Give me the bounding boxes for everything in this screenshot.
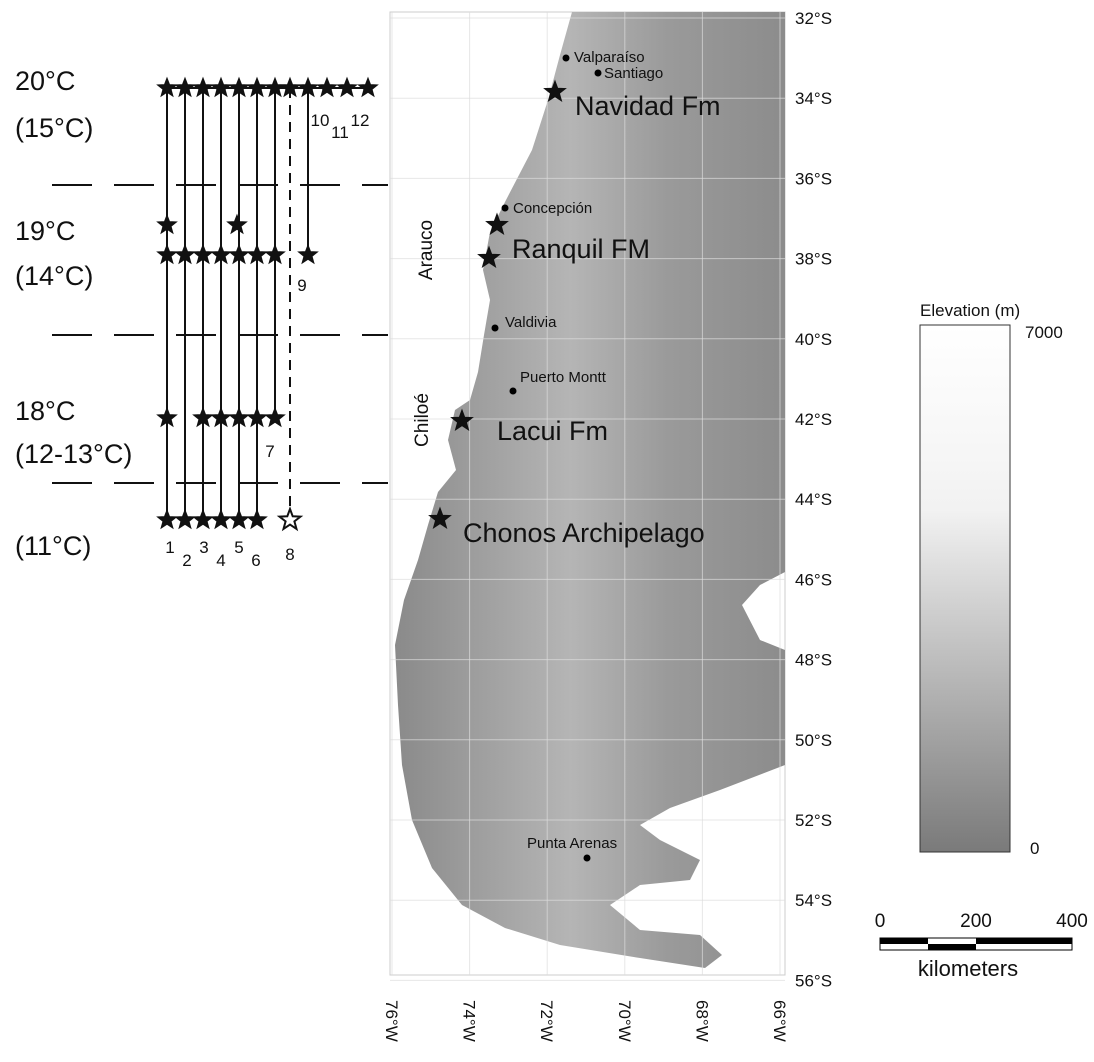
lon-label: 74°W [460, 1000, 479, 1042]
lat-label: 42°S [795, 410, 832, 429]
row-range: (11°C) [15, 531, 91, 561]
lon-label: 70°W [615, 1000, 634, 1042]
lon-label: 68°W [692, 1000, 711, 1042]
lat-label: 38°S [795, 250, 832, 269]
lon-label: 72°W [537, 1000, 556, 1042]
lon-label: 76°W [382, 1000, 401, 1042]
formation-label: Navidad Fm [575, 91, 721, 121]
column-number: 9 [297, 276, 306, 295]
lat-label: 46°S [795, 570, 832, 589]
place-dot [584, 855, 591, 862]
formation-label: Chonos Archipelago [463, 518, 705, 548]
place-dot [595, 70, 602, 77]
star [299, 245, 318, 263]
row-temp: 19°C [15, 216, 75, 246]
place-dot [502, 205, 509, 212]
star [248, 510, 267, 528]
place-label: Valdivia [505, 314, 557, 331]
place-dot [492, 325, 499, 332]
row-temp: 18°C [15, 396, 75, 426]
lat-label: 36°S [795, 169, 832, 188]
column-number: 2 [182, 551, 191, 570]
lat-label: 32°S [795, 9, 832, 28]
scale-tick: 0 [875, 911, 886, 932]
column-number: 3 [199, 538, 208, 557]
star [266, 408, 285, 426]
column-number: 11 [331, 123, 349, 142]
scale-tick: 200 [960, 911, 992, 932]
region-label: Chiloé [412, 393, 433, 447]
place-label: Punta Arenas [527, 835, 617, 852]
column-number: 6 [251, 551, 260, 570]
column-number: 12 [351, 111, 370, 130]
place-label: Valparaíso [574, 49, 645, 66]
star [338, 78, 357, 96]
scale-seg [928, 944, 976, 950]
legend-min: 0 [1030, 839, 1039, 858]
row-range: (12-13°C) [15, 439, 132, 469]
row-range: (15°C) [15, 113, 93, 143]
column-number: 10 [311, 111, 330, 130]
formation-label: Lacui Fm [497, 416, 608, 446]
star [228, 215, 247, 233]
region-label: Arauco [416, 220, 437, 280]
star [212, 510, 231, 528]
formation-label: Ranquil FM [512, 234, 650, 264]
lat-label: 52°S [795, 811, 832, 830]
column-number: 8 [285, 545, 294, 564]
place-dot [563, 55, 570, 62]
star [359, 78, 378, 96]
column-number: 4 [216, 551, 225, 570]
scale-seg [976, 938, 1072, 944]
lat-label: 56°S [795, 971, 832, 990]
lat-label: 50°S [795, 731, 832, 750]
place-label: Santiago [604, 65, 663, 82]
scale-seg [880, 938, 928, 944]
lat-label: 54°S [795, 891, 832, 910]
column-number: 7 [265, 442, 274, 461]
scale-unit: kilometers [918, 956, 1018, 981]
elevation-bar [920, 325, 1010, 852]
lat-label: 40°S [795, 330, 832, 349]
row-range: (14°C) [15, 261, 93, 291]
column-number: 1 [165, 538, 174, 557]
star [158, 510, 177, 528]
star [230, 510, 249, 528]
lat-label: 48°S [795, 651, 832, 670]
lat-label: 44°S [795, 490, 832, 509]
figure: 20°C (15°C) 19°C (14°C) 18°C (12-13°C) (… [0, 0, 1094, 1062]
star [176, 510, 195, 528]
place-dot [510, 388, 517, 395]
column-number: 5 [234, 538, 243, 557]
legend-title: Elevation (m) [920, 301, 1020, 320]
row-temp: 20°C [15, 66, 75, 96]
legend-max: 7000 [1025, 323, 1063, 342]
lat-label: 34°S [795, 89, 832, 108]
place-label: Puerto Montt [520, 369, 607, 386]
place-label: Concepción [513, 200, 592, 217]
scale-tick: 400 [1056, 911, 1088, 932]
lon-label: 66°W [770, 1000, 789, 1042]
star [280, 509, 301, 529]
star [318, 78, 337, 96]
star [194, 510, 213, 528]
